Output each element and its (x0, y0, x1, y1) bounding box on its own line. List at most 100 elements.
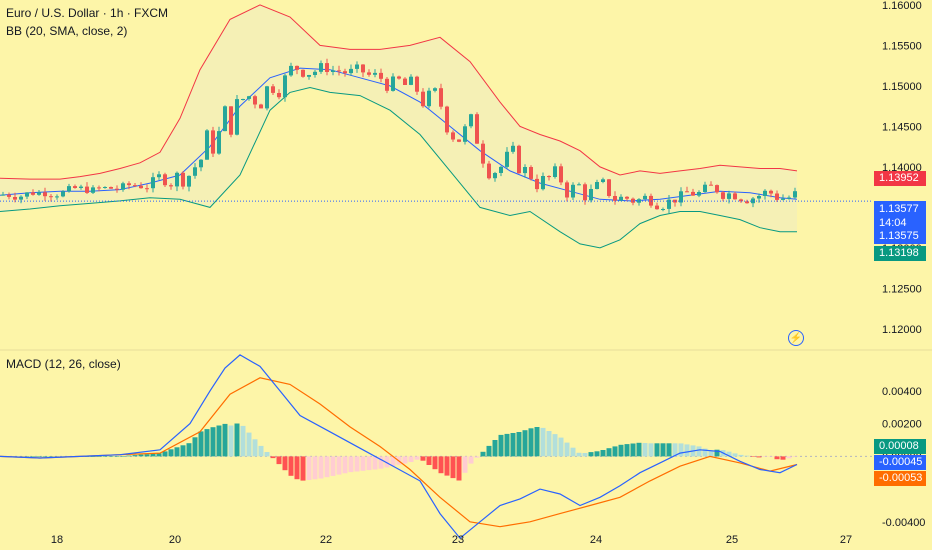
candle (667, 195, 671, 214)
candle (433, 87, 437, 93)
candle (571, 182, 575, 200)
candle (235, 95, 239, 136)
macd-indicator-legend[interactable]: MACD (12, 26, close) (6, 357, 121, 371)
histogram-bar (552, 434, 558, 457)
candle (769, 189, 773, 198)
candle (193, 163, 197, 179)
time-tick-label: 20 (169, 534, 181, 546)
bb-indicator-legend[interactable]: BB (20, SMA, close, 2) (6, 24, 128, 38)
histogram-bar (624, 444, 630, 457)
candle (223, 105, 227, 132)
candle (787, 195, 791, 200)
candle (745, 199, 749, 204)
candle (181, 171, 185, 190)
histogram-bar (696, 446, 702, 457)
histogram-bar (132, 455, 138, 457)
histogram-bar (96, 456, 102, 457)
histogram-bar (468, 456, 474, 464)
histogram-bar (264, 452, 270, 457)
histogram-bar (324, 456, 330, 478)
candle (439, 83, 443, 110)
candle (43, 187, 47, 201)
bb-lower-line (0, 86, 797, 249)
candle (415, 75, 419, 95)
candle (277, 89, 281, 100)
candle (427, 87, 431, 109)
lightning-icon[interactable]: ⚡ (788, 330, 804, 346)
macd-pane (0, 354, 872, 540)
histogram-bar (684, 444, 690, 457)
histogram-bar (150, 453, 156, 457)
histogram-bar (348, 456, 354, 473)
histogram-bar (222, 423, 228, 457)
histogram-bar (24, 456, 30, 457)
time-axis[interactable]: 18 20 22 23 24 25 27 (51, 534, 852, 546)
candle (643, 193, 647, 200)
candle (529, 165, 533, 181)
signal-line (0, 377, 798, 528)
candle (301, 69, 305, 78)
candle (469, 113, 473, 129)
histogram-bar (144, 454, 150, 457)
candle (307, 74, 311, 80)
histogram-bar (330, 456, 336, 476)
histogram-bar (774, 456, 780, 460)
symbol-title[interactable]: Euro / U.S. Dollar · 1h · FXCM (6, 6, 169, 20)
candle (523, 164, 527, 178)
candle (493, 171, 497, 182)
candle (175, 171, 179, 192)
histogram-bar (240, 425, 246, 457)
price-tick-label: 1.16000 (882, 0, 922, 12)
histogram-bar (678, 443, 684, 457)
histogram-bar (780, 456, 786, 460)
histogram-bar (216, 425, 222, 457)
bb-basis-tag: 1.13575 (874, 228, 926, 244)
bollinger-bands (0, 4, 798, 249)
candle (115, 185, 119, 193)
candle (229, 106, 233, 138)
candle (1, 191, 5, 196)
time-tick-label: 22 (320, 534, 332, 546)
candle (163, 172, 167, 187)
histogram-bar (30, 456, 36, 457)
candle (619, 194, 623, 202)
time-tick-label: 23 (452, 534, 464, 546)
candle (775, 190, 779, 202)
histogram-bar (708, 450, 714, 457)
candle (487, 160, 491, 180)
candle (61, 190, 65, 198)
candle (793, 187, 797, 199)
candle (67, 183, 71, 193)
candle (187, 175, 191, 192)
histogram-bar (588, 452, 594, 457)
candle (331, 65, 335, 76)
bb-fill (0, 4, 797, 248)
candle (385, 77, 389, 94)
price-axis[interactable]: 1.160001.155001.150001.145001.140001.135… (882, 0, 922, 336)
candle (145, 184, 149, 193)
histogram-bar (246, 432, 252, 457)
candle (781, 194, 785, 201)
candle (157, 171, 161, 180)
histogram-bar (234, 423, 240, 457)
candle (499, 165, 503, 177)
histogram-bar (228, 425, 234, 457)
candle (283, 73, 287, 102)
histogram-bar (402, 456, 408, 464)
histogram-bar (672, 443, 678, 457)
candle (709, 181, 713, 186)
price-tick-label: 1.15000 (882, 81, 922, 93)
histogram-bar (336, 456, 342, 475)
histogram-bar (420, 456, 426, 461)
histogram-bar (156, 453, 162, 457)
candle (505, 147, 509, 169)
candle (211, 126, 215, 157)
candle (715, 184, 719, 194)
candle (103, 186, 107, 189)
candle (373, 69, 377, 78)
histogram-bar (702, 448, 708, 457)
candle (685, 186, 689, 193)
histogram-bar (108, 456, 114, 457)
histogram-bar (450, 456, 456, 479)
